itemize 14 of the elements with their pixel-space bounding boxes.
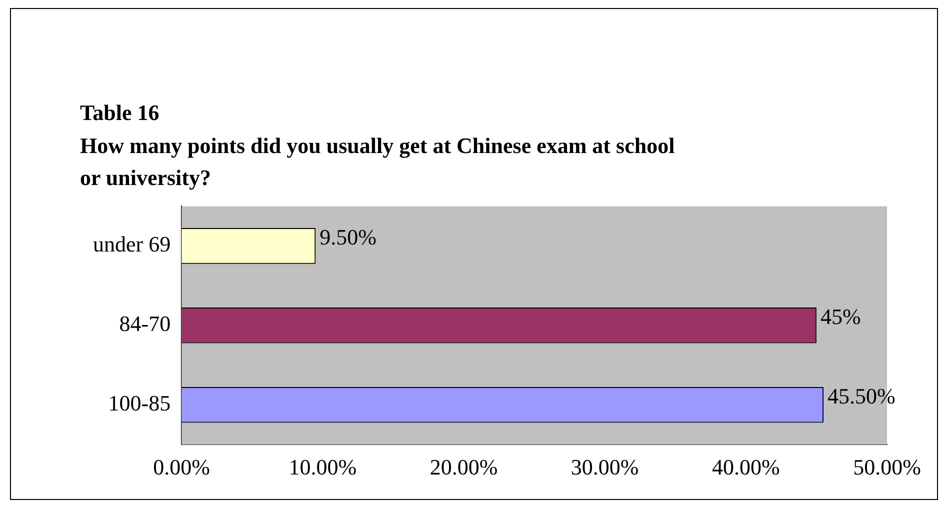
y-tick-label: 100-85 [108, 390, 171, 416]
x-tick-label: 0.00% [153, 454, 210, 480]
y-tick-label: under 69 [92, 232, 171, 257]
x-tick-label: 30.00% [570, 454, 639, 480]
x-tick-label: 10.00% [288, 454, 357, 480]
data-label: 9.50% [320, 224, 376, 250]
chart-title: Table 16 [80, 100, 160, 126]
x-tick-label: 40.00% [712, 454, 780, 480]
x-tick-label: 50.00% [853, 454, 921, 480]
x-tick-label: 20.00% [430, 454, 498, 480]
chart-subtitle: How many points did you usually get at Chinese exam at school or university? [80, 132, 676, 192]
data-label: 45.50% [828, 384, 896, 409]
data-label: 45% [820, 304, 861, 330]
y-tick-label: 84-70 [119, 311, 171, 336]
